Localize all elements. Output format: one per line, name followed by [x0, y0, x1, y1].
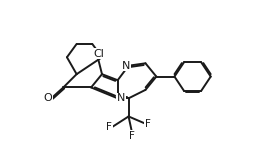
- Text: N: N: [121, 61, 130, 71]
- Text: F: F: [129, 131, 135, 141]
- Text: F: F: [145, 119, 151, 129]
- Text: Cl: Cl: [93, 49, 104, 59]
- Text: F: F: [106, 122, 112, 132]
- Text: O: O: [43, 93, 52, 103]
- Text: N: N: [117, 93, 126, 103]
